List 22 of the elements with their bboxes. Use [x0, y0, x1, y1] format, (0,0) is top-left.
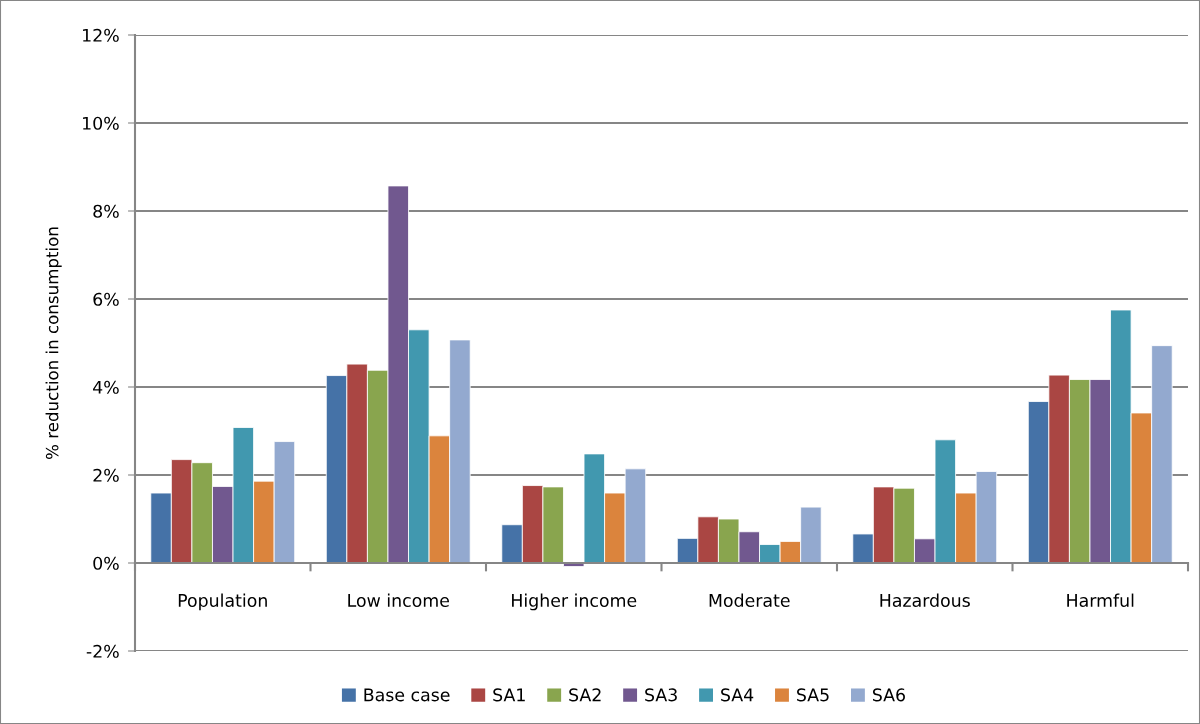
legend-label: SA3 — [645, 688, 677, 702]
y-tick-label: 8% — [93, 204, 119, 218]
y-tick-label: 4% — [93, 380, 119, 394]
y-tick-label: 10% — [83, 116, 119, 130]
x-tick-label: Hazardous — [880, 593, 970, 607]
y-tick-label: 6% — [93, 292, 119, 306]
y-axis-title: % reduction in consumption — [45, 227, 62, 459]
legend-label: Base case — [364, 688, 450, 702]
legend-label: SA4 — [721, 688, 754, 702]
x-tick-label: Moderate — [709, 593, 790, 607]
y-tick-label: 12% — [83, 28, 119, 42]
legend-label: SA5 — [797, 688, 829, 702]
y-tick-label: 0% — [93, 556, 119, 570]
y-tick-label: -2% — [86, 644, 119, 658]
y-tick-label: 2% — [93, 468, 119, 482]
legend-label: SA2 — [569, 688, 601, 702]
x-tick-label: Low income — [348, 593, 449, 607]
legend-label: SA6 — [872, 688, 905, 702]
x-tick-label: Population — [178, 593, 267, 611]
x-tick-label: Harmful — [1067, 593, 1134, 607]
legend-label: SA1 — [493, 688, 525, 702]
x-tick-label: Higher income — [512, 593, 637, 611]
